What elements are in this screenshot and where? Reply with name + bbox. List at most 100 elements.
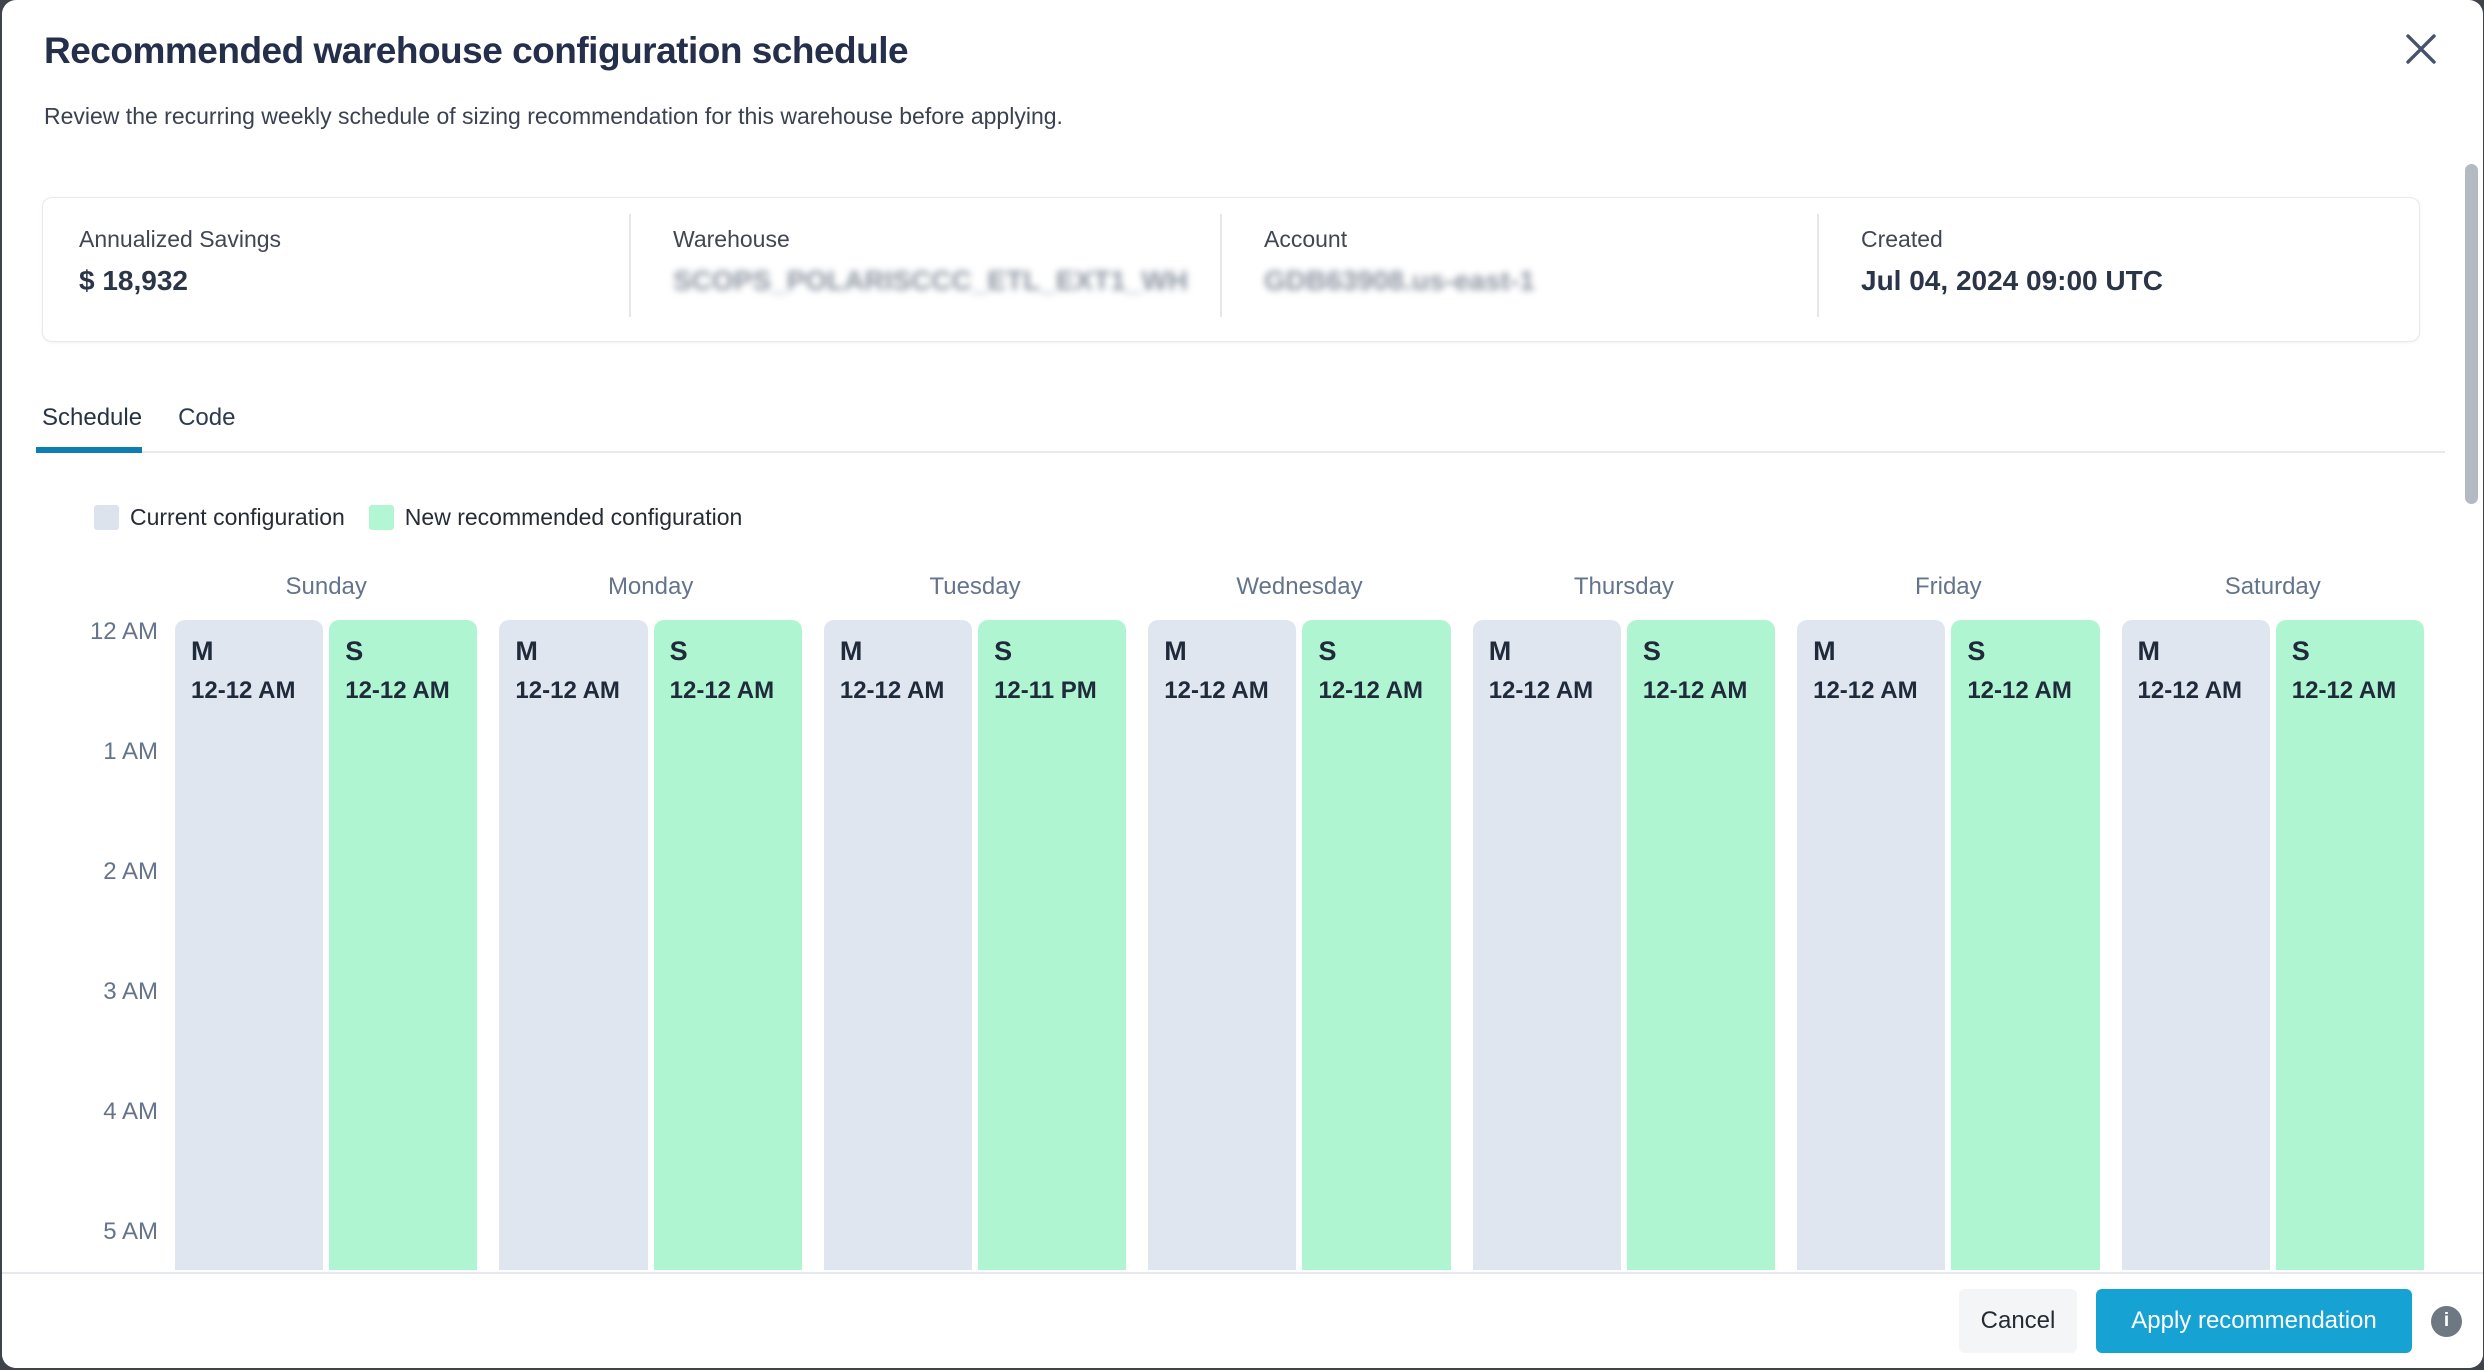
- time-range-label: 12-12 AM: [1318, 677, 1423, 704]
- hour-label: 12 AM: [89, 618, 158, 645]
- legend-item: Current configuration: [94, 504, 345, 531]
- warehouse-size-label: M: [2137, 636, 2161, 666]
- day-column-saturday: Saturday M 12-12 AM S 12-12 AM: [2121, 568, 2424, 1270]
- day-blocks: M 12-12 AM S 12-12 AM: [1797, 620, 2100, 1270]
- day-name: Saturday: [2224, 573, 2321, 600]
- hour-label: 2 AM: [103, 858, 158, 885]
- warehouse-size-label: S: [2291, 636, 2310, 666]
- day-column-wednesday: Wednesday M 12-12 AM S 12-12 AM: [1148, 568, 1451, 1270]
- scrollbar-thumb[interactable]: [2465, 164, 2478, 504]
- time-range-label: 12-12 AM: [1813, 677, 1918, 704]
- active-tab-underline: [36, 447, 142, 453]
- recommended-config-block: S 12-12 AM: [329, 620, 478, 1270]
- time-range-label: 12-12 AM: [669, 677, 775, 704]
- time-range-label: 12-12 AM: [191, 677, 296, 704]
- summary-field-label: Annualized Savings: [79, 226, 282, 252]
- current-config-block: M 12-12 AM: [1797, 620, 1946, 1270]
- day-column-tuesday: Tuesday M 12-12 AM S 12-11 PM: [823, 568, 1127, 1270]
- day-name: Tuesday: [929, 573, 1021, 600]
- warehouse-size-label: M: [191, 636, 214, 666]
- recommended-config-block: S 12-12 AM: [653, 620, 802, 1270]
- cancel-button[interactable]: Cancel: [1959, 1289, 2077, 1353]
- time-range-label: 12-12 AM: [2137, 677, 2243, 704]
- recommended-config-block: S 12-12 AM: [1626, 620, 1776, 1270]
- schedule-chart: Sunday M 12-12 AM S 12-12 AM Monday M 12-12 AM S…: [175, 568, 2424, 1270]
- time-axis: 12 AM 1 AM 2 AM 3 AM 4 AM 5 AM: [42, 618, 158, 1270]
- warehouse-size-label: S: [1318, 636, 1337, 666]
- info-icon[interactable]: i: [2431, 1305, 2462, 1337]
- time-range-label: 12-12 AM: [515, 677, 620, 704]
- recommended-config-block: S 12-12 AM: [1951, 620, 2100, 1270]
- day-column-thursday: Thursday M 12-12 AM S 12-12 AM: [1472, 568, 1776, 1270]
- recommended-config-block: S 12-12 AM: [1302, 620, 1451, 1270]
- summary-field-value: SCOPS_POLARISCCC_ETL_EXT1_WH: [673, 265, 1188, 296]
- day-blocks: M 12-12 AM S 12-12 AM: [1472, 620, 1776, 1270]
- close-button[interactable]: [2399, 28, 2443, 72]
- legend-label: Current configuration: [130, 504, 345, 530]
- current-config-block: M 12-12 AM: [175, 620, 324, 1270]
- day-name: Monday: [607, 573, 694, 600]
- recommended-configuration-swatch: [368, 505, 394, 530]
- summary-field: Created Jul 04, 2024 09:00 UTC: [1817, 198, 2419, 341]
- day-name: Thursday: [1573, 573, 1674, 600]
- warehouse-size-label: M: [1488, 636, 1512, 666]
- current-config-block: M 12-12 AM: [2121, 620, 2270, 1270]
- summary-field-value: Jul 04, 2024 09:00 UTC: [1861, 265, 2163, 296]
- day-blocks: M 12-12 AM S 12-12 AM: [1148, 620, 1451, 1270]
- current-config-block: M 12-12 AM: [823, 620, 973, 1270]
- hour-label: 4 AM: [103, 1098, 158, 1125]
- day-column-monday: Monday M 12-12 AM S 12-12 AM: [499, 568, 802, 1270]
- warehouse-size-label: M: [1813, 636, 1836, 666]
- summary-field-value: $ 18,932: [79, 265, 188, 296]
- warehouse-size-label: M: [839, 636, 863, 666]
- warehouse-size-label: S: [345, 636, 364, 666]
- day-column-sunday: Sunday M 12-12 AM S 12-12 AM: [175, 568, 478, 1270]
- warehouse-size-label: S: [1967, 636, 1986, 666]
- summary-field-value: GDB63908.us-east-1: [1264, 265, 1535, 296]
- tab-code[interactable]: Code: [178, 404, 236, 431]
- day-column-friday: Friday M 12-12 AM S 12-12 AM: [1797, 568, 2100, 1270]
- summary-field: Account GDB63908.us-east-1: [1220, 198, 1817, 341]
- legend-item: New recommended configuration: [368, 504, 742, 531]
- day-blocks: M 12-12 AM S 12-11 PM: [823, 620, 1127, 1270]
- hour-label: 5 AM: [103, 1218, 158, 1245]
- apply-recommendation-button[interactable]: Apply recommendation: [2096, 1289, 2412, 1353]
- time-range-label: 12-12 AM: [1967, 677, 2072, 704]
- warehouse-size-label: M: [1164, 636, 1187, 666]
- summary-field-label: Warehouse: [673, 226, 790, 252]
- day-blocks: M 12-12 AM S 12-12 AM: [499, 620, 802, 1270]
- time-range-label: 12-12 AM: [839, 677, 945, 704]
- dialog-title: Recommended warehouse configuration sche…: [44, 30, 909, 71]
- time-range-label: 12-12 AM: [1642, 677, 1748, 704]
- time-range-label: 12-11 PM: [994, 677, 1097, 704]
- day-blocks: M 12-12 AM S 12-12 AM: [2121, 620, 2424, 1270]
- legend: Current configuration New recommended con…: [94, 504, 742, 531]
- time-range-label: 12-12 AM: [345, 677, 450, 704]
- warehouse-size-label: S: [994, 636, 1013, 666]
- summary-card: Annualized Savings $ 18,932 Warehouse SCOPS…: [42, 197, 2420, 342]
- summary-field: Annualized Savings $ 18,932: [43, 198, 629, 341]
- warehouse-size-label: S: [669, 636, 688, 666]
- current-config-block: M 12-12 AM: [499, 620, 648, 1270]
- day-name: Wednesday: [1236, 573, 1363, 600]
- summary-field-label: Account: [1264, 226, 1348, 252]
- dialog-footer: Cancel Apply recommendation i: [2, 1272, 2483, 1368]
- tab-schedule[interactable]: Schedule: [42, 404, 143, 431]
- close-icon: [2403, 31, 2439, 70]
- current-configuration-swatch: [94, 505, 119, 530]
- day-blocks: M 12-12 AM S 12-12 AM: [175, 620, 478, 1270]
- hour-label: 3 AM: [103, 978, 158, 1005]
- tabs-divider: [38, 451, 2445, 453]
- current-config-block: M 12-12 AM: [1148, 620, 1297, 1270]
- tabs: Schedule Code: [42, 404, 235, 432]
- recommended-config-block: S 12-12 AM: [2275, 620, 2424, 1270]
- time-range-label: 12-12 AM: [1164, 677, 1269, 704]
- hour-label: 1 AM: [103, 738, 158, 765]
- day-name: Friday: [1914, 573, 1982, 600]
- time-range-label: 12-12 AM: [1488, 677, 1594, 704]
- current-config-block: M 12-12 AM: [1472, 620, 1621, 1270]
- day-name: Sunday: [285, 573, 367, 600]
- dialog-subtitle: Review the recurring weekly schedule of …: [44, 103, 1063, 129]
